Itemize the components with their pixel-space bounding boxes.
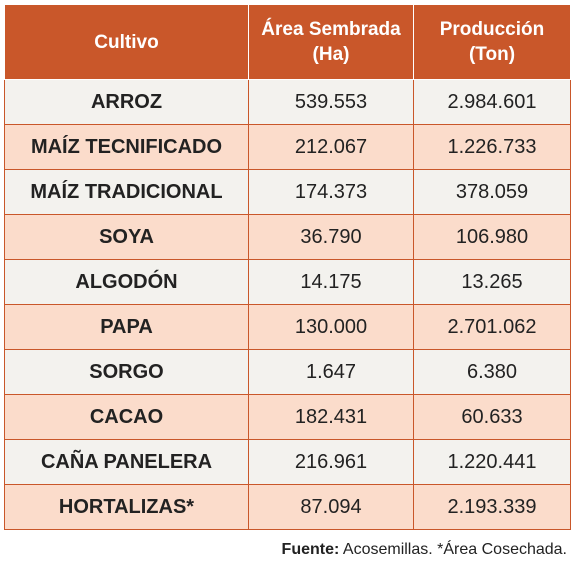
crop-name: CAÑA PANELERA: [4, 439, 249, 485]
production-value: 1.226.733: [413, 124, 571, 170]
header-area-sembrada: Área Sembrada (Ha): [248, 4, 414, 80]
area-value: 36.790: [248, 214, 414, 260]
area-value: 174.373: [248, 169, 414, 215]
crop-name: MAÍZ TECNIFICADO: [4, 124, 249, 170]
table-row: SOYA 36.790 106.980: [4, 214, 571, 260]
area-value: 1.647: [248, 349, 414, 395]
production-value: 1.220.441: [413, 439, 571, 485]
source-text: Acosemillas. *Área Cosechada.: [342, 541, 567, 558]
crop-name: PAPA: [4, 304, 249, 350]
crop-name: ALGODÓN: [4, 259, 249, 305]
production-value: 378.059: [413, 169, 571, 215]
production-value: 2.193.339: [413, 484, 571, 530]
crop-name: ARROZ: [4, 79, 249, 125]
header-cultivo: Cultivo: [4, 4, 249, 80]
table-row: MAÍZ TECNIFICADO 212.067 1.226.733: [4, 124, 571, 170]
area-value: 212.067: [248, 124, 414, 170]
table-row: ALGODÓN 14.175 13.265: [4, 259, 571, 305]
table-row: CAÑA PANELERA 216.961 1.220.441: [4, 439, 571, 485]
table-row: MAÍZ TRADICIONAL 174.373 378.059: [4, 169, 571, 215]
crop-name: SORGO: [4, 349, 249, 395]
area-value: 539.553: [248, 79, 414, 125]
area-value: 182.431: [248, 394, 414, 440]
table-header-row: Cultivo Área Sembrada (Ha) Producción (T…: [4, 4, 571, 80]
table-row: SORGO 1.647 6.380: [4, 349, 571, 395]
source-note: Fuente: Acosemillas. *Área Cosechada.: [282, 541, 567, 559]
crop-table-container: Cultivo Área Sembrada (Ha) Producción (T…: [4, 4, 571, 530]
table-row: HORTALIZAS* 87.094 2.193.339: [4, 484, 571, 530]
area-value: 87.094: [248, 484, 414, 530]
crop-production-table: Cultivo Área Sembrada (Ha) Producción (T…: [4, 4, 571, 530]
table-row: ARROZ 539.553 2.984.601: [4, 79, 571, 125]
source-label: Fuente:: [281, 541, 340, 558]
production-value: 106.980: [413, 214, 571, 260]
crop-name: CACAO: [4, 394, 249, 440]
area-value: 130.000: [248, 304, 414, 350]
header-produccion: Producción (Ton): [413, 4, 571, 80]
table-row: PAPA 130.000 2.701.062: [4, 304, 571, 350]
production-value: 60.633: [413, 394, 571, 440]
area-value: 216.961: [248, 439, 414, 485]
table-row: CACAO 182.431 60.633: [4, 394, 571, 440]
crop-name: MAÍZ TRADICIONAL: [4, 169, 249, 215]
production-value: 6.380: [413, 349, 571, 395]
production-value: 2.701.062: [413, 304, 571, 350]
crop-name: SOYA: [4, 214, 249, 260]
production-value: 2.984.601: [413, 79, 571, 125]
production-value: 13.265: [413, 259, 571, 305]
area-value: 14.175: [248, 259, 414, 305]
crop-name: HORTALIZAS*: [4, 484, 249, 530]
